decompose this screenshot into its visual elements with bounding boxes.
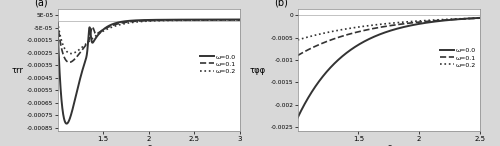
ω=0.2 [68,53,74,54]
ω=0.1 [294,55,300,56]
Line: ω=0.2: ω=0.2 [58,20,240,54]
ω=0.0 [54,23,60,25]
ω=0.0 [454,18,460,20]
ω=0.2 [86,40,92,42]
ω=0.0 [86,27,92,29]
ω=0.1 [66,61,72,63]
ω=0.2 [316,34,322,35]
ω=0.2 [237,19,243,21]
ω=0.1 [372,27,378,29]
ω=0.1 [124,21,130,23]
ω=0.0 [64,123,70,125]
ω=0.1 [477,17,483,19]
ω=0.2 [214,19,220,21]
ω=0.2 [477,17,483,19]
ω=0.0 [316,81,322,83]
ω=0.0 [477,17,483,19]
ω=0.2 [372,24,378,26]
ω=0.1 [214,19,220,21]
ω=0.2 [76,49,82,51]
ω=0.2 [326,31,332,33]
Line: ω=0.1: ω=0.1 [298,18,480,55]
ω=0.0 [214,19,220,20]
Text: (b): (b) [274,0,287,8]
Y-axis label: τrr: τrr [12,66,24,75]
ω=0.2 [454,18,460,20]
ω=0.2 [294,39,300,41]
ω=0.0 [234,19,239,20]
Line: ω=0.1: ω=0.1 [58,20,240,62]
Legend: ω=0.0, ω=0.1, ω=0.2: ω=0.0, ω=0.1, ω=0.2 [440,47,477,68]
ω=0.0 [294,117,300,119]
Legend: ω=0.0, ω=0.1, ω=0.2: ω=0.0, ω=0.1, ω=0.2 [200,53,237,74]
ω=0.2 [474,17,480,19]
ω=0.2 [124,22,130,24]
Line: ω=0.0: ω=0.0 [298,18,480,118]
ω=0.0 [237,19,243,20]
ω=0.1 [132,20,138,22]
Line: ω=0.0: ω=0.0 [58,19,240,124]
ω=0.0 [124,20,130,22]
ω=0.1 [364,29,370,31]
ω=0.0 [474,17,480,19]
ω=0.0 [132,20,138,21]
ω=0.2 [234,19,239,21]
ω=0.2 [364,25,370,27]
Text: (a): (a) [34,0,48,8]
ω=0.2 [132,21,138,23]
ω=0.1 [234,19,239,21]
ω=0.1 [454,18,460,20]
ω=0.1 [76,54,82,56]
X-axis label: r: r [387,143,390,146]
ω=0.2 [54,21,60,23]
ω=0.1 [316,44,322,46]
ω=0.1 [237,19,243,21]
ω=0.0 [364,39,370,41]
ω=0.1 [326,40,332,41]
X-axis label: r: r [147,143,150,146]
ω=0.0 [76,84,82,86]
ω=0.1 [86,38,92,40]
ω=0.1 [54,21,60,23]
ω=0.0 [326,68,332,70]
Line: ω=0.2: ω=0.2 [298,18,480,40]
ω=0.0 [372,35,378,37]
Y-axis label: τφφ: τφφ [250,66,266,75]
ω=0.1 [474,17,480,19]
